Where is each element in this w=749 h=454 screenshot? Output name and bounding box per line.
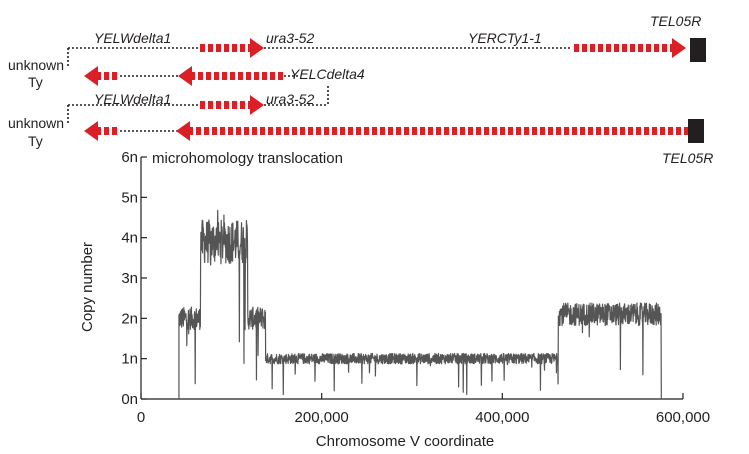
label-tel05r-row2: TEL05R (662, 150, 713, 166)
label-ty-row2: Ty (28, 133, 43, 149)
label-yelwdelta1-row1: YELWdelta1 (94, 30, 171, 46)
row-2-arrows (84, 95, 688, 141)
schematic-row-1: YELWdelta1 ura3-52 YERCTy1-1 TEL05R YELC… (8, 13, 706, 90)
label-yelwdelta1-row2: YELWdelta1 (94, 91, 171, 107)
label-ty-row1: Ty (28, 74, 43, 90)
label-yelcdelta4-row1: YELCdelta4 (290, 66, 365, 82)
chart: microhomology translocation 0n 1n 2n 3n 4n 5n… (79, 149, 710, 450)
label-tel05r-row1: TEL05R (650, 13, 701, 29)
arrow-unknown-ty-row2-head (84, 121, 98, 141)
arrow-yelcdelta4-row1-head (178, 66, 192, 86)
trace-line (178, 209, 662, 400)
label-ura3-row2: ura3-52 (266, 91, 314, 107)
y-tick-label: 6n (121, 149, 138, 166)
y-tick-label: 3n (121, 270, 138, 287)
telomere-block-row2 (688, 119, 704, 143)
row-1-arrows (84, 38, 686, 86)
x-tick-label: 200,000 (295, 409, 349, 426)
label-unknown-row1: unknown (8, 57, 64, 73)
arrow-yelcdelta4-row1 (178, 66, 284, 86)
x-tick-label: 0 (137, 409, 145, 426)
y-tick-label: 1n (121, 351, 138, 368)
copy-number-trace (178, 209, 662, 400)
row-2-dotted-lines (67, 86, 329, 132)
chart-annotation: microhomology translocation (152, 150, 343, 167)
arrow-yercty-row1-head (672, 38, 686, 58)
arrow-long-row2 (176, 121, 688, 141)
x-tick-label: 600,000 (656, 409, 710, 426)
y-tick-label: 4n (121, 230, 138, 247)
label-ura3-row1: ura3-52 (266, 30, 314, 46)
x-axis: 0 200,000 400,000 600,000 (137, 393, 710, 426)
arrow-ura3-row2 (200, 95, 264, 115)
arrow-ura3-row2-head (250, 95, 264, 115)
arrow-unknown-ty-row2 (84, 121, 120, 141)
arrow-ura3-row1 (200, 38, 264, 58)
y-tick-label: 0n (121, 391, 138, 408)
telomere-block-row1 (690, 38, 706, 62)
x-axis-label: Chromosome V coordinate (316, 433, 494, 450)
y-tick-label: 5n (121, 189, 138, 206)
arrow-unknown-ty-row1 (84, 66, 120, 86)
arrow-ura3-row1-head (250, 38, 264, 58)
arrow-unknown-ty-row1-head (84, 66, 98, 86)
x-tick-label: 400,000 (475, 409, 529, 426)
y-axis-label: Copy number (79, 242, 96, 332)
label-yercty1-row1: YERCTy1-1 (468, 30, 542, 46)
arrow-yercty-row1 (574, 38, 686, 58)
arrow-long-row2-head (176, 121, 190, 141)
y-tick-label: 2n (121, 310, 138, 327)
label-unknown-row2: unknown (8, 115, 64, 131)
schematic-row-2: YELWdelta1 ura3-52 TEL05R unknown Ty (8, 86, 713, 166)
row-1-dotted-lines (67, 47, 572, 77)
y-axis: 0n 1n 2n 3n 4n 5n 6n (121, 149, 147, 408)
